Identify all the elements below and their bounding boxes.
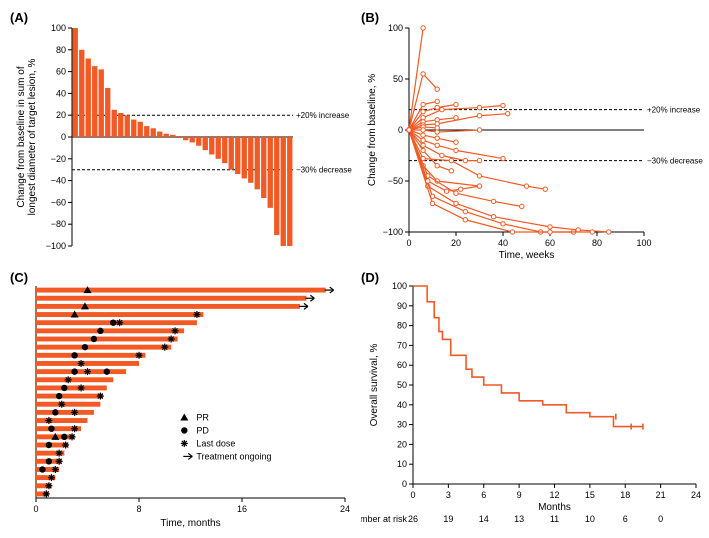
- svg-text:60: 60: [545, 238, 555, 248]
- svg-text:8: 8: [136, 504, 141, 514]
- svg-text:0: 0: [61, 132, 66, 142]
- svg-text:80: 80: [56, 45, 66, 55]
- svg-text:+20% increase: +20% increase: [296, 111, 350, 120]
- svg-text:19: 19: [443, 514, 453, 524]
- svg-text:Months: Months: [538, 502, 571, 513]
- figure-panels: (A) −100−80−60−40−20020406080100Change f…: [10, 10, 699, 528]
- panel-c: (C) 0 8 16 24 Time, months PR PD Last dose Treat…: [10, 270, 355, 528]
- svg-text:Change from baseline in sum of: Change from baseline in sum of: [16, 66, 27, 207]
- svg-text:100: 100: [51, 23, 66, 33]
- svg-text:20: 20: [397, 439, 407, 449]
- svg-text:16: 16: [237, 504, 247, 514]
- svg-text:40: 40: [56, 88, 66, 98]
- svg-text:70: 70: [397, 340, 407, 350]
- panel-a: (A) −100 −80 −60 −40 −20 0 20 40 60 80 100 Change f…: [10, 10, 355, 264]
- svg-text:Time, months: Time, months: [160, 518, 220, 528]
- svg-text:24: 24: [340, 504, 350, 514]
- svg-text:9: 9: [517, 490, 522, 500]
- svg-text:21: 21: [656, 490, 666, 500]
- svg-text:12: 12: [549, 490, 559, 500]
- panel-a-label: (A): [10, 10, 28, 25]
- svg-text:24: 24: [691, 490, 701, 500]
- panel-c-label: (C): [10, 270, 28, 285]
- svg-text:11: 11: [550, 514, 559, 524]
- svg-text:60: 60: [397, 360, 407, 370]
- svg-text:20: 20: [56, 110, 66, 120]
- svg-text:90: 90: [397, 301, 407, 311]
- svg-text:26: 26: [408, 514, 418, 524]
- svg-text:Number at risk: Number at risk: [361, 514, 407, 524]
- panel-b: (B) −100 −50 0 50 100 0 20 40 60 80 100 Change from…: [361, 10, 706, 264]
- panel-d-label: (D): [361, 270, 379, 285]
- svg-text:0: 0: [406, 238, 411, 248]
- svg-text:10: 10: [397, 459, 407, 469]
- svg-text:100: 100: [636, 238, 651, 248]
- waterfall-chart: −100 −80 −60 −40 −20 0 20 40 60 80 100 Change from …: [10, 10, 355, 260]
- svg-text:50: 50: [393, 74, 403, 84]
- svg-text:PR: PR: [196, 412, 209, 422]
- svg-text:10: 10: [585, 514, 595, 524]
- svg-text:−40: −40: [51, 176, 66, 186]
- panel-b-label: (B): [361, 10, 379, 25]
- svg-text:longest diameter of target les: longest diameter of target lesion, %: [27, 59, 38, 216]
- svg-text:15: 15: [585, 490, 595, 500]
- svg-text:−100: −100: [383, 227, 403, 237]
- svg-text:−60: −60: [51, 197, 66, 207]
- svg-text:0: 0: [33, 504, 38, 514]
- km-chart: 010203040506070809010003691215182124Over…: [361, 270, 706, 528]
- svg-text:0: 0: [398, 125, 403, 135]
- svg-text:+20% increase: +20% increase: [647, 106, 701, 115]
- svg-text:6: 6: [623, 514, 628, 524]
- svg-text:−20: −20: [51, 154, 66, 164]
- svg-text:100: 100: [392, 281, 407, 291]
- svg-text:13: 13: [514, 514, 524, 524]
- svg-text:−100: −100: [46, 241, 66, 251]
- svg-text:60: 60: [56, 67, 66, 77]
- svg-text:40: 40: [498, 238, 508, 248]
- spider-chart: −100 −50 0 50 100 0 20 40 60 80 100 Change from bas…: [361, 10, 706, 260]
- svg-text:50: 50: [397, 380, 407, 390]
- svg-text:14: 14: [479, 514, 489, 524]
- svg-text:3: 3: [446, 490, 451, 500]
- svg-text:20: 20: [451, 238, 461, 248]
- svg-text:0: 0: [658, 514, 663, 524]
- svg-text:PD: PD: [196, 425, 209, 435]
- svg-text:18: 18: [620, 490, 630, 500]
- panel-d: (D) 010203040506070809010003691215182124…: [361, 270, 706, 528]
- svg-text:30: 30: [397, 420, 407, 430]
- svg-text:−50: −50: [388, 176, 403, 186]
- svg-text:Treatment ongoing: Treatment ongoing: [196, 451, 271, 461]
- swimmer-chart: 0 8 16 24 Time, months PR PD Last dose Treatment…: [10, 270, 355, 528]
- svg-text:−30% decrease: −30% decrease: [296, 166, 352, 175]
- svg-text:0: 0: [410, 490, 415, 500]
- svg-text:40: 40: [397, 400, 407, 410]
- svg-text:80: 80: [397, 321, 407, 331]
- svg-text:6: 6: [481, 490, 486, 500]
- svg-text:Overall survival, %: Overall survival, %: [369, 344, 380, 427]
- svg-text:80: 80: [592, 238, 602, 248]
- svg-text:0: 0: [402, 479, 407, 489]
- svg-text:Change from baseline, %: Change from baseline, %: [367, 74, 378, 186]
- svg-text:−80: −80: [51, 219, 66, 229]
- svg-text:Last dose: Last dose: [196, 438, 235, 448]
- svg-text:−30% decrease: −30% decrease: [647, 157, 703, 166]
- svg-text:100: 100: [388, 23, 403, 33]
- svg-text:Time, weeks: Time, weeks: [499, 250, 555, 260]
